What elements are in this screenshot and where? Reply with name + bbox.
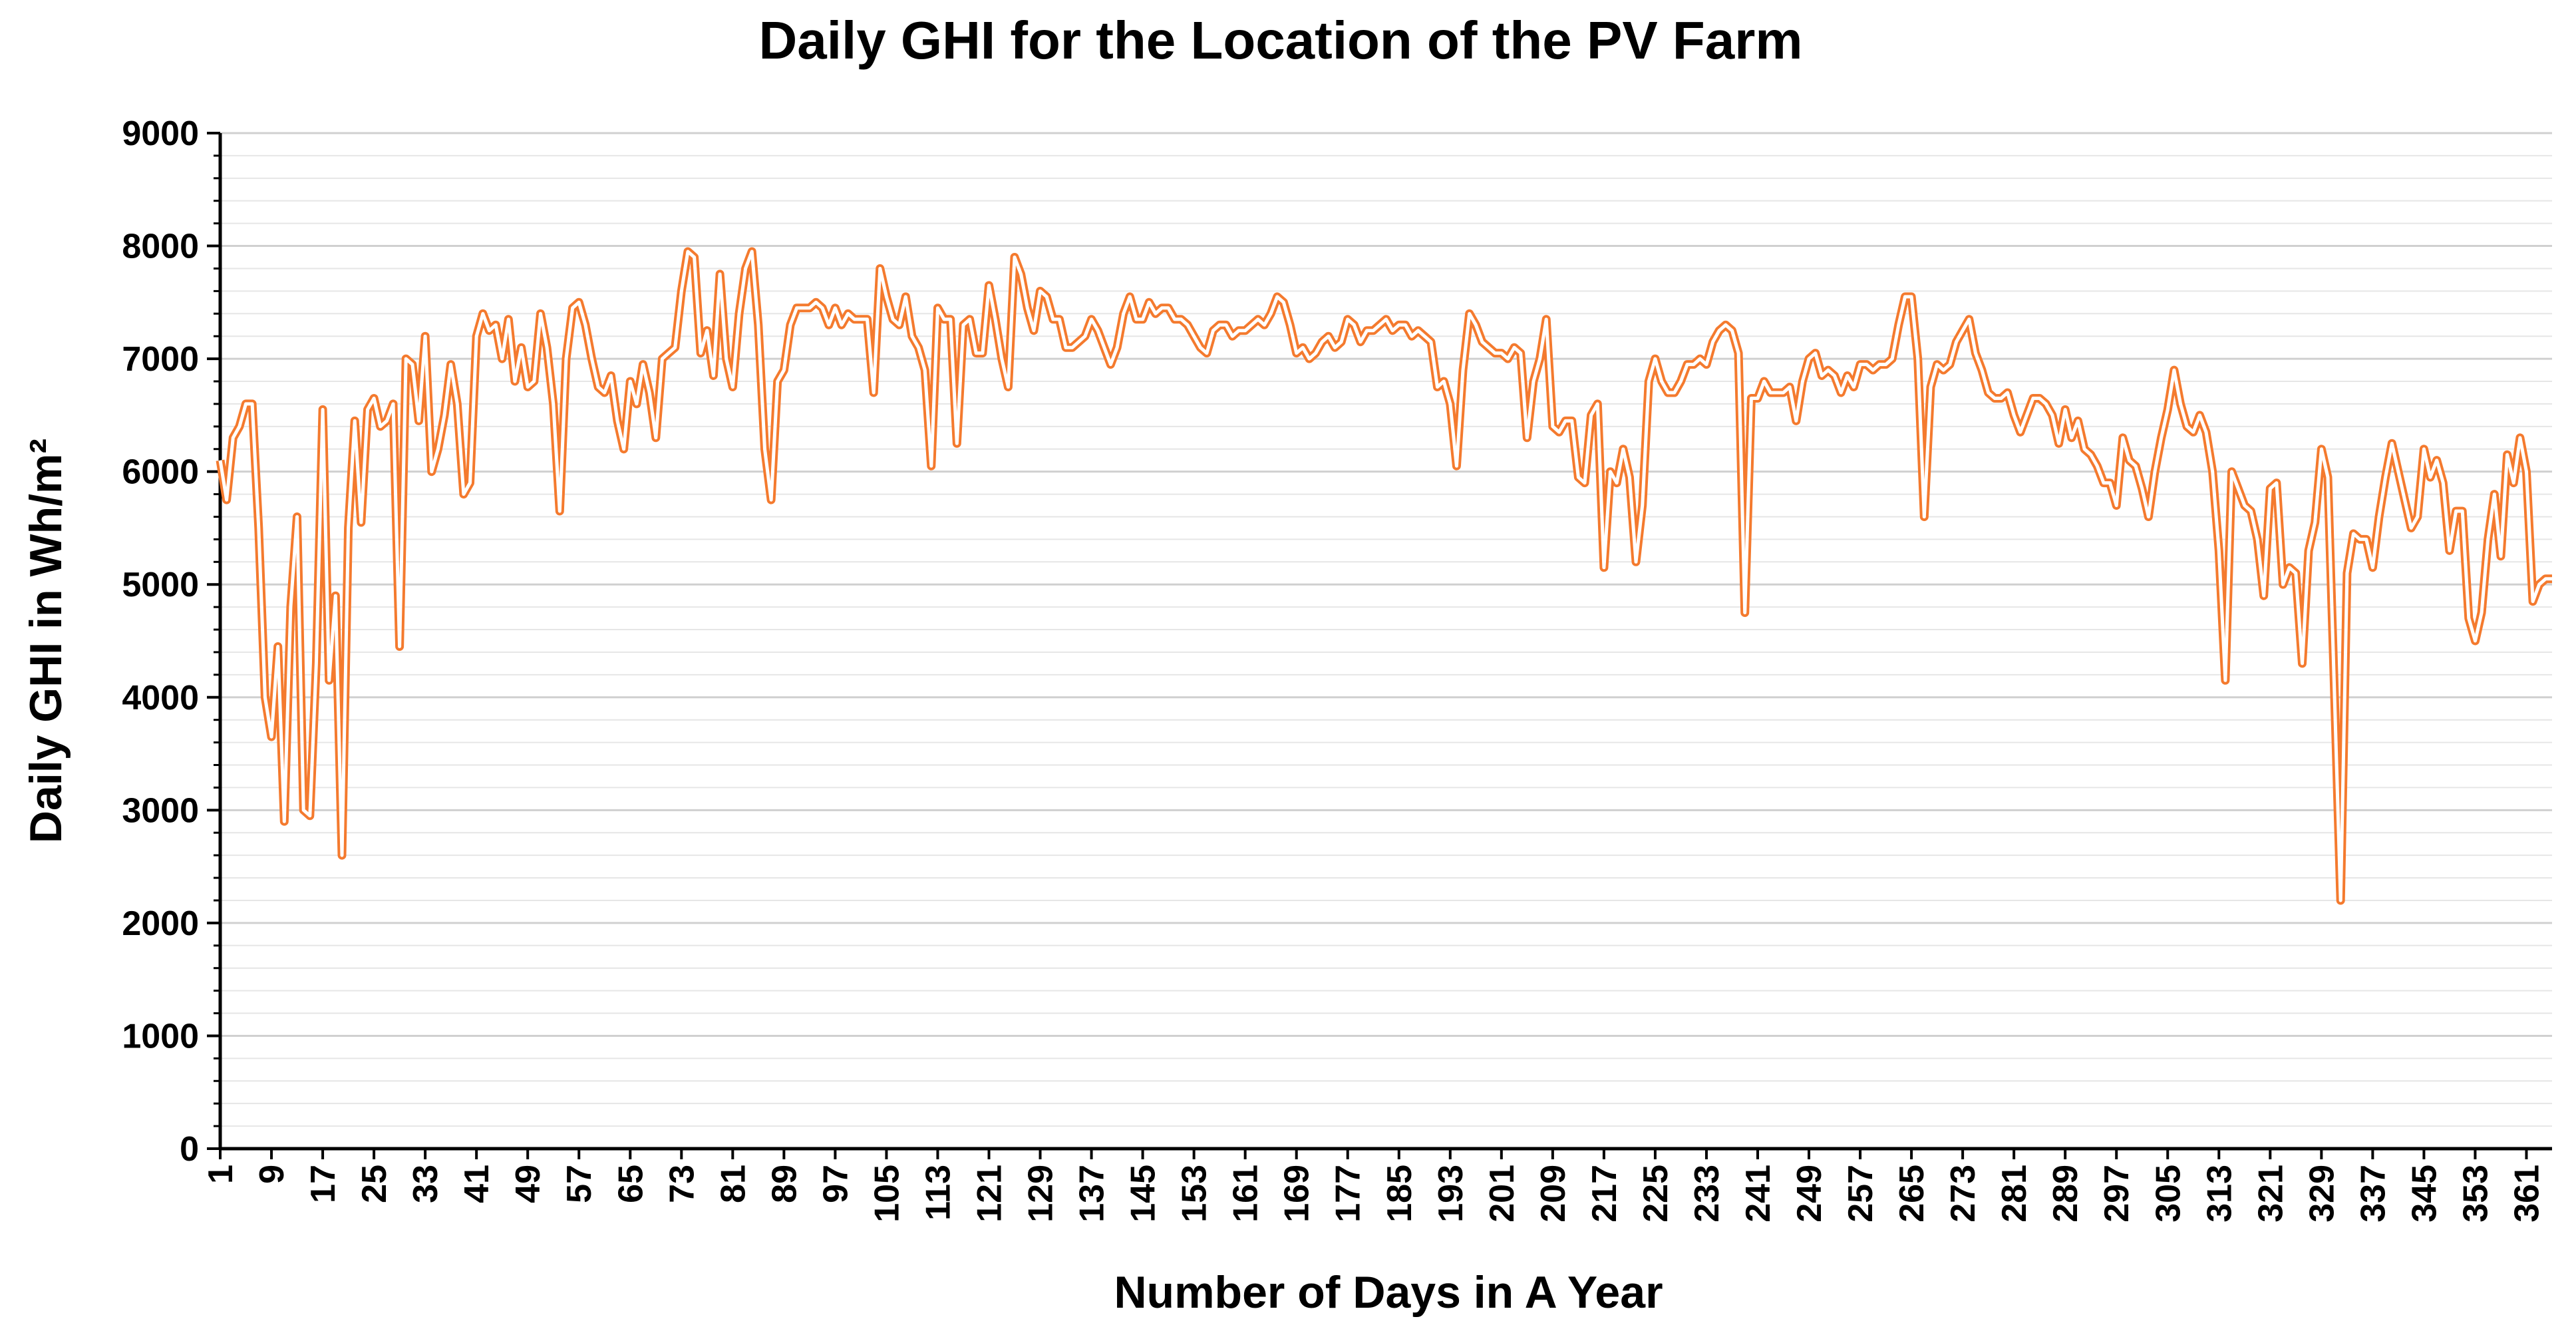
x-tick-label: 281	[1995, 1165, 2034, 1223]
x-tick-label: 353	[2456, 1165, 2495, 1223]
y-tick-label: 9000	[122, 114, 199, 153]
x-tick-label: 65	[611, 1165, 650, 1203]
x-tick-label: 209	[1534, 1165, 1573, 1223]
x-tick-label: 297	[2098, 1165, 2136, 1223]
x-tick-label: 345	[2405, 1165, 2444, 1223]
y-tick-label: 7000	[122, 340, 199, 379]
x-tick-label: 113	[919, 1165, 957, 1221]
x-axis-title: Number of Days in A Year	[1114, 1267, 1663, 1318]
x-tick-label: 1	[202, 1165, 240, 1184]
y-tick-label: 6000	[122, 453, 199, 492]
x-tick-label: 361	[2507, 1165, 2546, 1223]
x-tick-label: 305	[2149, 1165, 2187, 1223]
y-tick-label: 1000	[122, 1017, 199, 1055]
x-tick-label: 233	[1688, 1165, 1726, 1223]
x-tick-label: 105	[868, 1165, 906, 1223]
x-tick-label: 49	[509, 1165, 548, 1203]
line-inner	[218, 250, 2552, 902]
x-tick-label: 193	[1432, 1165, 1470, 1223]
x-tick-label: 225	[1637, 1165, 1675, 1223]
x-tick-label: 337	[2354, 1165, 2392, 1223]
x-tick-label: 41	[458, 1165, 496, 1203]
x-tick-label: 289	[2046, 1165, 2085, 1223]
y-tick-label: 0	[180, 1130, 199, 1169]
x-tick-label: 137	[1073, 1165, 1112, 1223]
x-tick-label: 153	[1176, 1165, 1214, 1223]
x-tick-label: 25	[355, 1165, 394, 1203]
y-tick-label: 2000	[122, 904, 199, 943]
x-tick-label: 241	[1739, 1165, 1778, 1223]
chart-title: Daily GHI for the Location of the PV Far…	[758, 11, 1802, 70]
x-tick-label: 9	[253, 1165, 291, 1184]
x-tick-label: 273	[1944, 1165, 1983, 1223]
x-tick-label: 121	[970, 1165, 1009, 1223]
x-tick-label: 57	[560, 1165, 599, 1203]
x-tick-label: 329	[2303, 1165, 2341, 1223]
x-tick-label: 73	[663, 1165, 701, 1203]
x-tick-label: 129	[1022, 1165, 1060, 1223]
x-tick-label: 145	[1124, 1165, 1163, 1223]
x-tick-label: 321	[2251, 1165, 2290, 1223]
x-tick-label: 313	[2200, 1165, 2239, 1223]
y-tick-label: 5000	[122, 566, 199, 604]
x-tick-label: 169	[1278, 1165, 1317, 1223]
x-tick-label: 177	[1329, 1165, 1368, 1223]
x-tick-label: 185	[1380, 1165, 1419, 1223]
x-tick-label: 201	[1483, 1165, 1522, 1223]
x-tick-label: 33	[406, 1165, 445, 1203]
y-tick-label: 3000	[122, 791, 199, 830]
x-tick-label: 161	[1227, 1165, 1265, 1223]
x-tick-label: 265	[1893, 1165, 1931, 1223]
x-tick-label: 249	[1790, 1165, 1829, 1223]
y-axis-title: Daily GHI in Wh/m²	[21, 439, 71, 843]
x-tick-label: 217	[1585, 1165, 1624, 1223]
x-tick-label: 81	[714, 1165, 752, 1203]
y-tick-label: 8000	[122, 228, 199, 266]
x-tick-label: 257	[1842, 1165, 1880, 1223]
y-tick-label: 4000	[122, 679, 199, 717]
x-tick-label: 89	[765, 1165, 804, 1203]
x-tick-label: 97	[816, 1165, 855, 1203]
x-tick-label: 17	[304, 1165, 343, 1203]
